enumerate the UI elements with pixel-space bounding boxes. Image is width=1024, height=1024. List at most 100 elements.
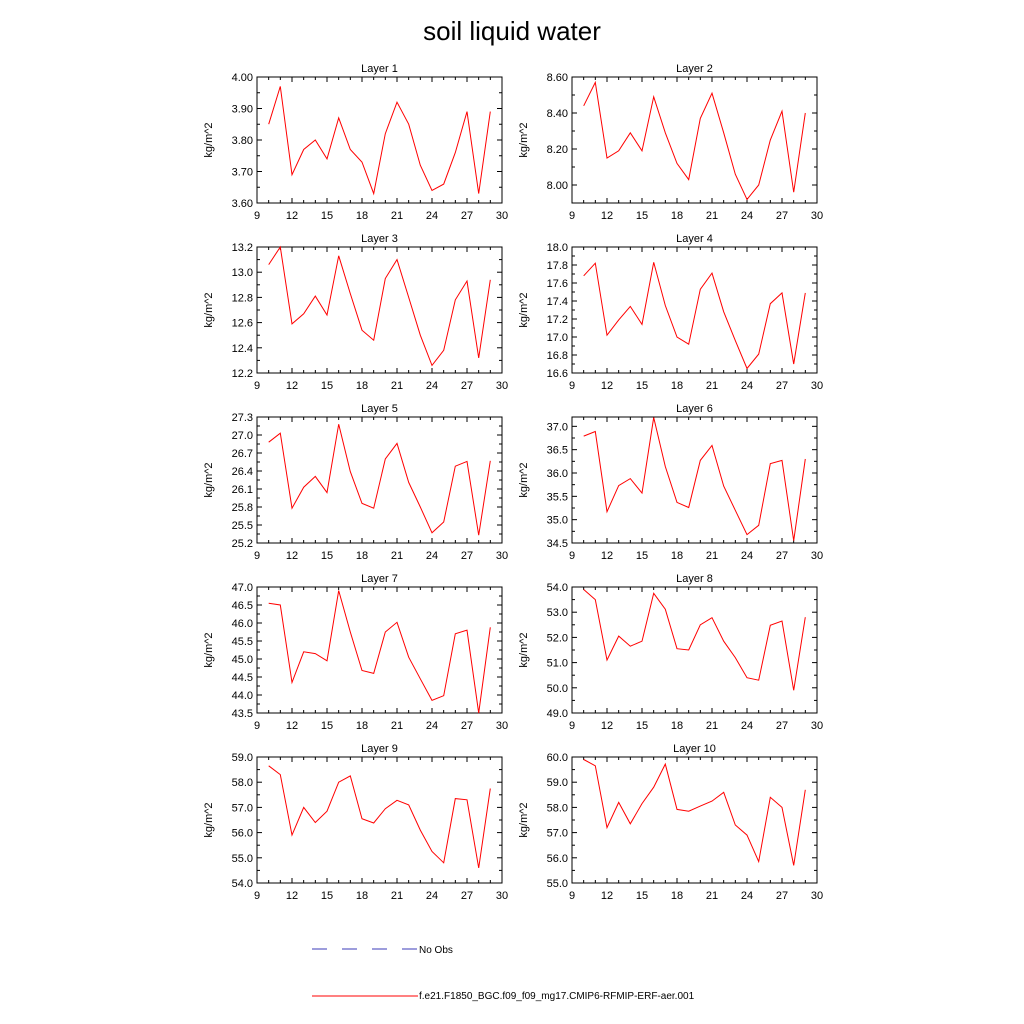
- y-tick-label: 8.20: [547, 144, 568, 156]
- x-tick-label: 15: [636, 720, 648, 732]
- y-tick-label: 52.0: [547, 632, 568, 644]
- x-tick-label: 15: [636, 210, 648, 222]
- y-axis-label: kg/m^2: [203, 462, 215, 497]
- x-tick-label: 18: [671, 550, 683, 562]
- y-tick-label: 51.0: [547, 658, 568, 670]
- y-tick-label: 27.3: [232, 412, 253, 424]
- x-tick-label: 24: [741, 380, 753, 392]
- y-tick-label: 53.0: [547, 607, 568, 619]
- x-tick-label: 30: [811, 890, 823, 902]
- y-tick-label: 8.60: [547, 72, 568, 84]
- legend-obs-label: No Obs: [419, 945, 453, 956]
- panel-title: Layer 9: [361, 743, 398, 755]
- panel-title: Layer 2: [676, 63, 713, 75]
- plot-frame: [256, 76, 503, 204]
- series-line-model: [268, 765, 491, 868]
- x-tick-label: 27: [776, 210, 788, 222]
- plot-frame: [571, 246, 818, 374]
- x-tick-label: 12: [601, 890, 613, 902]
- x-tick-label: 30: [496, 890, 508, 902]
- y-tick-label: 13.2: [232, 242, 253, 254]
- panel-title: Layer 1: [361, 63, 398, 75]
- panel-layer-5: Layer 5 kg/m^2 9 12 15 18 21 24 27 30 25.2 25.5 25.8…: [203, 403, 508, 562]
- x-tick-label: 27: [461, 380, 473, 392]
- x-tick-label: 12: [286, 210, 298, 222]
- panel-layer-3: Layer 3 kg/m^2 9 12 15 18 21 24 27 30 12.2 12.4 12.6…: [203, 233, 508, 392]
- panel-layer-4: Layer 4 kg/m^2 9 12 15 18 21 24 27 30 16.6 16.8 17.0…: [518, 233, 823, 392]
- y-tick-label: 46.5: [232, 600, 253, 612]
- x-tick-label: 18: [356, 890, 368, 902]
- x-tick-label: 24: [426, 550, 438, 562]
- y-tick-label: 3.90: [232, 104, 253, 116]
- y-tick-label: 17.0: [547, 332, 568, 344]
- y-tick-label: 55.0: [547, 878, 568, 890]
- y-axis-label: kg/m^2: [518, 292, 530, 327]
- x-tick-label: 18: [356, 210, 368, 222]
- y-tick-label: 17.4: [547, 296, 568, 308]
- x-tick-label: 9: [569, 380, 575, 392]
- x-tick-label: 24: [741, 890, 753, 902]
- x-tick-label: 15: [636, 380, 648, 392]
- x-tick-label: 24: [741, 720, 753, 732]
- x-tick-label: 15: [321, 550, 333, 562]
- x-tick-label: 21: [706, 380, 718, 392]
- x-tick-label: 27: [461, 550, 473, 562]
- series-line-model: [583, 589, 806, 691]
- panel-title: Layer 7: [361, 573, 398, 585]
- y-tick-label: 26.4: [232, 466, 253, 478]
- x-tick-label: 27: [776, 890, 788, 902]
- y-tick-label: 12.8: [232, 292, 253, 304]
- x-tick-label: 30: [496, 210, 508, 222]
- x-tick-label: 12: [286, 890, 298, 902]
- x-tick-label: 27: [461, 890, 473, 902]
- y-axis-label: kg/m^2: [203, 632, 215, 667]
- x-tick-label: 30: [811, 550, 823, 562]
- plot-frame: [256, 756, 503, 884]
- x-tick-label: 18: [671, 210, 683, 222]
- y-tick-label: 8.40: [547, 108, 568, 120]
- y-tick-label: 26.1: [232, 484, 253, 496]
- x-tick-label: 9: [569, 210, 575, 222]
- x-tick-label: 15: [321, 380, 333, 392]
- x-tick-label: 12: [601, 210, 613, 222]
- x-tick-label: 21: [706, 890, 718, 902]
- y-tick-label: 34.5: [547, 538, 568, 550]
- y-tick-label: 27.0: [232, 430, 253, 442]
- y-tick-label: 3.70: [232, 167, 253, 179]
- y-tick-label: 17.8: [547, 260, 568, 272]
- series-line-model: [583, 262, 806, 370]
- panel-title: Layer 5: [361, 403, 398, 415]
- y-tick-label: 59.0: [547, 777, 568, 789]
- panel-title: Layer 8: [676, 573, 713, 585]
- x-tick-label: 18: [356, 380, 368, 392]
- y-axis-label: kg/m^2: [203, 292, 215, 327]
- x-tick-label: 24: [426, 890, 438, 902]
- series-line-model: [268, 245, 491, 367]
- y-tick-label: 12.4: [232, 343, 253, 355]
- y-tick-label: 35.5: [547, 491, 568, 503]
- y-tick-label: 12.6: [232, 318, 253, 330]
- y-tick-label: 36.0: [547, 468, 568, 480]
- x-tick-label: 15: [636, 550, 648, 562]
- y-tick-label: 26.7: [232, 448, 253, 460]
- panel-title: Layer 10: [673, 743, 716, 755]
- x-tick-label: 30: [811, 720, 823, 732]
- x-tick-label: 21: [391, 380, 403, 392]
- x-tick-label: 27: [776, 380, 788, 392]
- y-tick-label: 3.80: [232, 135, 253, 147]
- x-tick-label: 30: [496, 380, 508, 392]
- x-tick-label: 24: [426, 380, 438, 392]
- panel-layer-10: Layer 10 kg/m^2 9 12 15 18 21 24 27 30 55.0 56.0 57.…: [518, 743, 823, 902]
- y-tick-label: 18.0: [547, 242, 568, 254]
- x-tick-label: 12: [601, 380, 613, 392]
- x-tick-label: 27: [461, 720, 473, 732]
- panel-title: Layer 6: [676, 403, 713, 415]
- series-line-model: [268, 424, 491, 536]
- y-tick-label: 35.0: [547, 515, 568, 527]
- x-tick-label: 9: [569, 890, 575, 902]
- y-tick-label: 25.8: [232, 502, 253, 514]
- x-tick-label: 9: [254, 210, 260, 222]
- x-tick-label: 27: [776, 720, 788, 732]
- y-tick-label: 4.00: [232, 72, 253, 84]
